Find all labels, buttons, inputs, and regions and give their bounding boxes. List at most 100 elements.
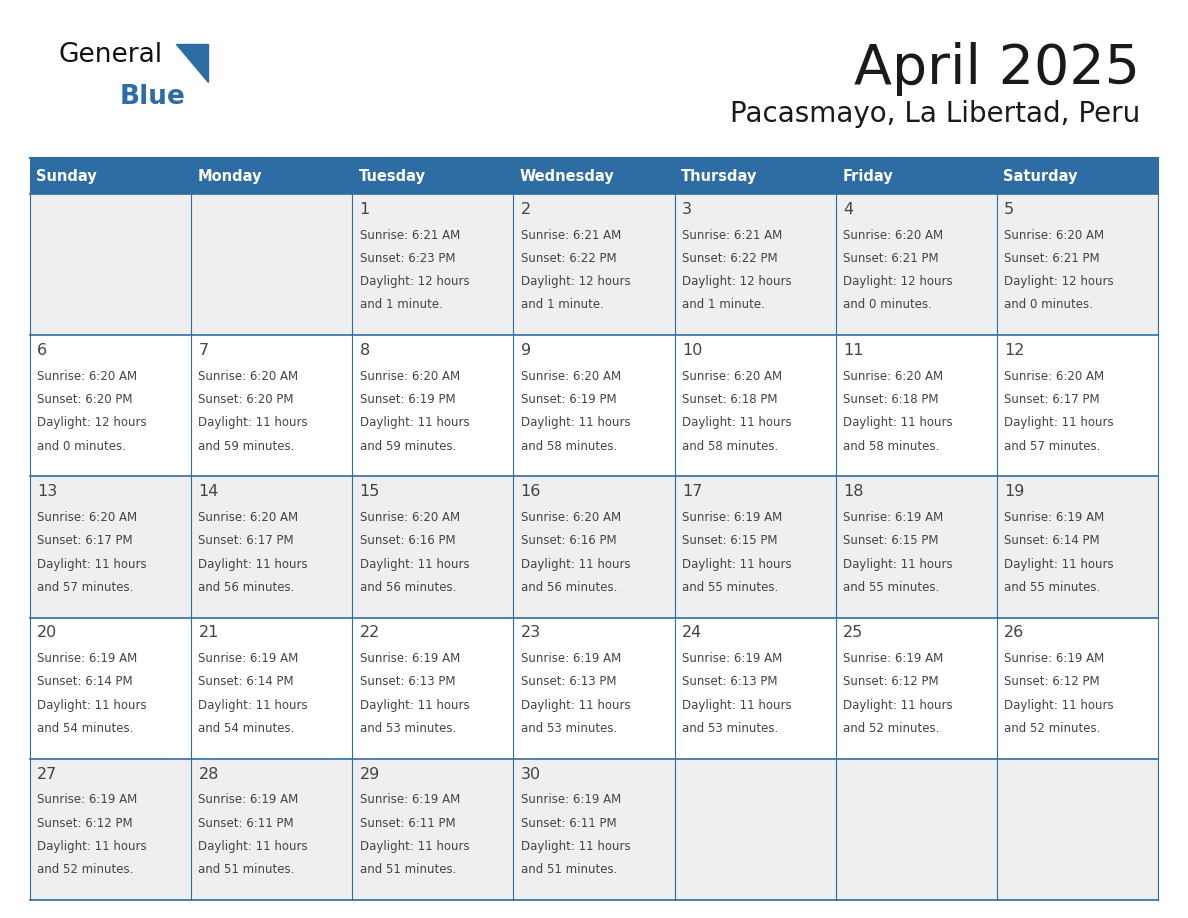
Text: 12: 12 xyxy=(1004,343,1024,358)
Text: Sunrise: 6:19 AM: Sunrise: 6:19 AM xyxy=(37,793,138,806)
Text: Sunset: 6:16 PM: Sunset: 6:16 PM xyxy=(360,534,455,547)
Text: 1: 1 xyxy=(360,202,369,217)
Text: Thursday: Thursday xyxy=(681,169,758,184)
Bar xyxy=(30,335,1158,476)
Text: and 53 minutes.: and 53 minutes. xyxy=(360,722,456,735)
Text: Sunrise: 6:19 AM: Sunrise: 6:19 AM xyxy=(37,652,138,666)
Text: Daylight: 12 hours: Daylight: 12 hours xyxy=(1004,275,1113,288)
Text: Daylight: 11 hours: Daylight: 11 hours xyxy=(520,417,631,430)
Bar xyxy=(30,476,1158,618)
Text: 14: 14 xyxy=(198,484,219,499)
Text: Sunset: 6:11 PM: Sunset: 6:11 PM xyxy=(520,817,617,830)
Text: Wednesday: Wednesday xyxy=(520,169,614,184)
Text: and 55 minutes.: and 55 minutes. xyxy=(1004,581,1100,594)
Text: Sunset: 6:15 PM: Sunset: 6:15 PM xyxy=(682,534,777,547)
Text: 18: 18 xyxy=(843,484,864,499)
Text: 23: 23 xyxy=(520,625,541,641)
Text: Daylight: 11 hours: Daylight: 11 hours xyxy=(37,557,147,571)
Text: and 53 minutes.: and 53 minutes. xyxy=(682,722,778,735)
Text: Sunrise: 6:21 AM: Sunrise: 6:21 AM xyxy=(360,229,460,241)
Text: 17: 17 xyxy=(682,484,702,499)
Text: Daylight: 11 hours: Daylight: 11 hours xyxy=(360,417,469,430)
Text: Sunrise: 6:21 AM: Sunrise: 6:21 AM xyxy=(682,229,782,241)
Text: Sunrise: 6:19 AM: Sunrise: 6:19 AM xyxy=(1004,652,1105,666)
Text: Daylight: 11 hours: Daylight: 11 hours xyxy=(1004,417,1113,430)
Text: Daylight: 12 hours: Daylight: 12 hours xyxy=(37,417,147,430)
Text: and 0 minutes.: and 0 minutes. xyxy=(843,298,931,311)
Text: Daylight: 11 hours: Daylight: 11 hours xyxy=(843,699,953,711)
Text: and 51 minutes.: and 51 minutes. xyxy=(520,863,617,877)
Text: Sunrise: 6:19 AM: Sunrise: 6:19 AM xyxy=(682,652,782,666)
Text: and 58 minutes.: and 58 minutes. xyxy=(682,440,778,453)
Text: Sunset: 6:22 PM: Sunset: 6:22 PM xyxy=(520,252,617,265)
Text: Sunrise: 6:20 AM: Sunrise: 6:20 AM xyxy=(843,370,943,383)
Text: and 55 minutes.: and 55 minutes. xyxy=(682,581,778,594)
Text: Sunrise: 6:20 AM: Sunrise: 6:20 AM xyxy=(1004,370,1104,383)
Text: Sunrise: 6:19 AM: Sunrise: 6:19 AM xyxy=(520,793,621,806)
Text: Sunrise: 6:20 AM: Sunrise: 6:20 AM xyxy=(37,511,138,524)
Text: 27: 27 xyxy=(37,767,57,781)
Text: 2: 2 xyxy=(520,202,531,217)
Text: Daylight: 11 hours: Daylight: 11 hours xyxy=(682,557,791,571)
Text: and 1 minute.: and 1 minute. xyxy=(520,298,604,311)
Text: Sunrise: 6:20 AM: Sunrise: 6:20 AM xyxy=(198,511,298,524)
Text: 7: 7 xyxy=(198,343,209,358)
Text: Sunset: 6:23 PM: Sunset: 6:23 PM xyxy=(360,252,455,265)
Text: Sunset: 6:21 PM: Sunset: 6:21 PM xyxy=(1004,252,1100,265)
Text: and 52 minutes.: and 52 minutes. xyxy=(37,863,133,877)
Text: Sunset: 6:16 PM: Sunset: 6:16 PM xyxy=(520,534,617,547)
Text: Sunrise: 6:19 AM: Sunrise: 6:19 AM xyxy=(198,652,298,666)
Bar xyxy=(30,618,1158,759)
Text: Daylight: 11 hours: Daylight: 11 hours xyxy=(360,557,469,571)
Text: Daylight: 11 hours: Daylight: 11 hours xyxy=(360,840,469,853)
Text: 16: 16 xyxy=(520,484,541,499)
Text: 30: 30 xyxy=(520,767,541,781)
Text: Daylight: 11 hours: Daylight: 11 hours xyxy=(37,699,147,711)
Text: Sunset: 6:20 PM: Sunset: 6:20 PM xyxy=(198,393,293,406)
Text: Daylight: 11 hours: Daylight: 11 hours xyxy=(843,417,953,430)
Text: Daylight: 12 hours: Daylight: 12 hours xyxy=(520,275,631,288)
Bar xyxy=(30,759,1158,900)
Text: Daylight: 11 hours: Daylight: 11 hours xyxy=(360,699,469,711)
Text: and 51 minutes.: and 51 minutes. xyxy=(198,863,295,877)
Text: 5: 5 xyxy=(1004,202,1015,217)
Text: 3: 3 xyxy=(682,202,691,217)
Text: Daylight: 11 hours: Daylight: 11 hours xyxy=(198,840,308,853)
Text: and 57 minutes.: and 57 minutes. xyxy=(37,581,133,594)
Text: Sunrise: 6:19 AM: Sunrise: 6:19 AM xyxy=(360,793,460,806)
Text: 21: 21 xyxy=(198,625,219,641)
Text: and 59 minutes.: and 59 minutes. xyxy=(360,440,456,453)
Text: Daylight: 12 hours: Daylight: 12 hours xyxy=(682,275,791,288)
Text: Daylight: 11 hours: Daylight: 11 hours xyxy=(682,417,791,430)
Text: Sunday: Sunday xyxy=(37,169,97,184)
Text: and 52 minutes.: and 52 minutes. xyxy=(1004,722,1100,735)
Text: Sunset: 6:12 PM: Sunset: 6:12 PM xyxy=(37,817,133,830)
Text: Sunrise: 6:20 AM: Sunrise: 6:20 AM xyxy=(843,229,943,241)
Text: and 57 minutes.: and 57 minutes. xyxy=(1004,440,1100,453)
Text: Sunrise: 6:20 AM: Sunrise: 6:20 AM xyxy=(682,370,782,383)
Text: Daylight: 11 hours: Daylight: 11 hours xyxy=(198,699,308,711)
Text: 22: 22 xyxy=(360,625,380,641)
Text: Friday: Friday xyxy=(842,169,893,184)
Text: Saturday: Saturday xyxy=(1004,169,1078,184)
Text: 4: 4 xyxy=(843,202,853,217)
Text: Daylight: 11 hours: Daylight: 11 hours xyxy=(520,840,631,853)
Polygon shape xyxy=(176,44,208,82)
Text: 28: 28 xyxy=(198,767,219,781)
Text: Sunset: 6:22 PM: Sunset: 6:22 PM xyxy=(682,252,777,265)
Text: Daylight: 11 hours: Daylight: 11 hours xyxy=(198,417,308,430)
Text: Daylight: 11 hours: Daylight: 11 hours xyxy=(843,557,953,571)
Text: Sunrise: 6:20 AM: Sunrise: 6:20 AM xyxy=(37,370,138,383)
Text: Sunrise: 6:19 AM: Sunrise: 6:19 AM xyxy=(198,793,298,806)
Text: Daylight: 11 hours: Daylight: 11 hours xyxy=(520,557,631,571)
Text: and 52 minutes.: and 52 minutes. xyxy=(843,722,940,735)
Text: Sunrise: 6:19 AM: Sunrise: 6:19 AM xyxy=(843,511,943,524)
Text: Sunrise: 6:19 AM: Sunrise: 6:19 AM xyxy=(843,652,943,666)
Text: Daylight: 12 hours: Daylight: 12 hours xyxy=(843,275,953,288)
Text: Pacasmayo, La Libertad, Peru: Pacasmayo, La Libertad, Peru xyxy=(729,100,1140,128)
Text: 13: 13 xyxy=(37,484,57,499)
Text: Tuesday: Tuesday xyxy=(359,169,425,184)
Text: and 53 minutes.: and 53 minutes. xyxy=(520,722,617,735)
Text: Daylight: 11 hours: Daylight: 11 hours xyxy=(1004,557,1113,571)
Text: Sunset: 6:17 PM: Sunset: 6:17 PM xyxy=(1004,393,1100,406)
